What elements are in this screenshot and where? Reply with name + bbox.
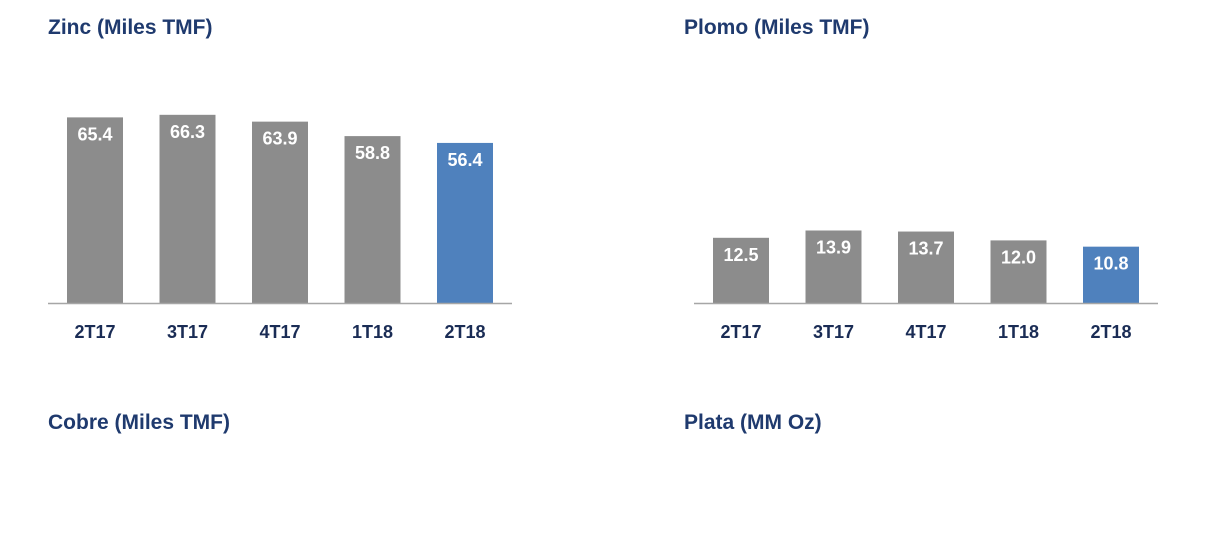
plomo-bar-4t17 [898, 231, 954, 303]
zinc-chart-title: Zinc (Miles TMF) [48, 16, 213, 39]
zinc-value-label: 66.3 [170, 122, 205, 142]
zinc-x-tick-label: 2T18 [444, 322, 485, 342]
zinc-x-tick-label: 1T18 [352, 322, 393, 342]
zinc-bar-chart: 65.4 2T17 66.3 3T17 63.9 4T17 58.8 1T18 56.4 2T18 [48, 114, 512, 342]
plata-chart-title: Plata (MM Oz) [684, 411, 822, 434]
plomo-bar-2t17 [713, 237, 769, 303]
plomo-value-label: 13.9 [816, 237, 851, 257]
zinc-x-tick-label: 2T17 [74, 322, 115, 342]
plomo-x-tick-label: 1T18 [998, 322, 1039, 342]
zinc-value-label: 58.8 [355, 143, 390, 163]
plomo-bar-2t18 [1083, 246, 1139, 303]
zinc-value-label: 56.4 [447, 150, 482, 170]
plomo-value-label: 13.7 [908, 239, 943, 259]
plomo-value-label: 12.0 [1001, 247, 1036, 267]
plomo-bar-chart: 12.5 2T17 13.9 3T17 13.7 4T17 12.0 1T18 10.8 2T18 [694, 230, 1158, 342]
plomo-x-tick-label: 2T18 [1090, 322, 1131, 342]
plomo-x-tick-label: 4T17 [905, 322, 946, 342]
zinc-bar-4t17 [252, 121, 308, 303]
plomo-bar-3t17 [805, 230, 862, 303]
zinc-x-tick-label: 3T17 [167, 322, 208, 342]
zinc-bar-2t17 [67, 117, 123, 303]
plomo-value-label: 10.8 [1093, 254, 1128, 274]
zinc-bar-1t18 [344, 136, 401, 303]
zinc-bar-2t18 [437, 142, 493, 303]
zinc-value-label: 63.9 [262, 129, 297, 149]
zinc-value-label: 65.4 [77, 124, 112, 144]
plomo-x-tick-label: 2T17 [720, 322, 761, 342]
zinc-bar-3t17 [159, 114, 216, 303]
cobre-chart-title: Cobre (Miles TMF) [48, 411, 230, 434]
plomo-bar-1t18 [990, 240, 1047, 303]
plomo-value-label: 12.5 [723, 245, 758, 265]
plomo-chart-title: Plomo (Miles TMF) [684, 16, 870, 39]
zinc-x-tick-label: 4T17 [259, 322, 300, 342]
plomo-x-tick-label: 3T17 [813, 322, 854, 342]
